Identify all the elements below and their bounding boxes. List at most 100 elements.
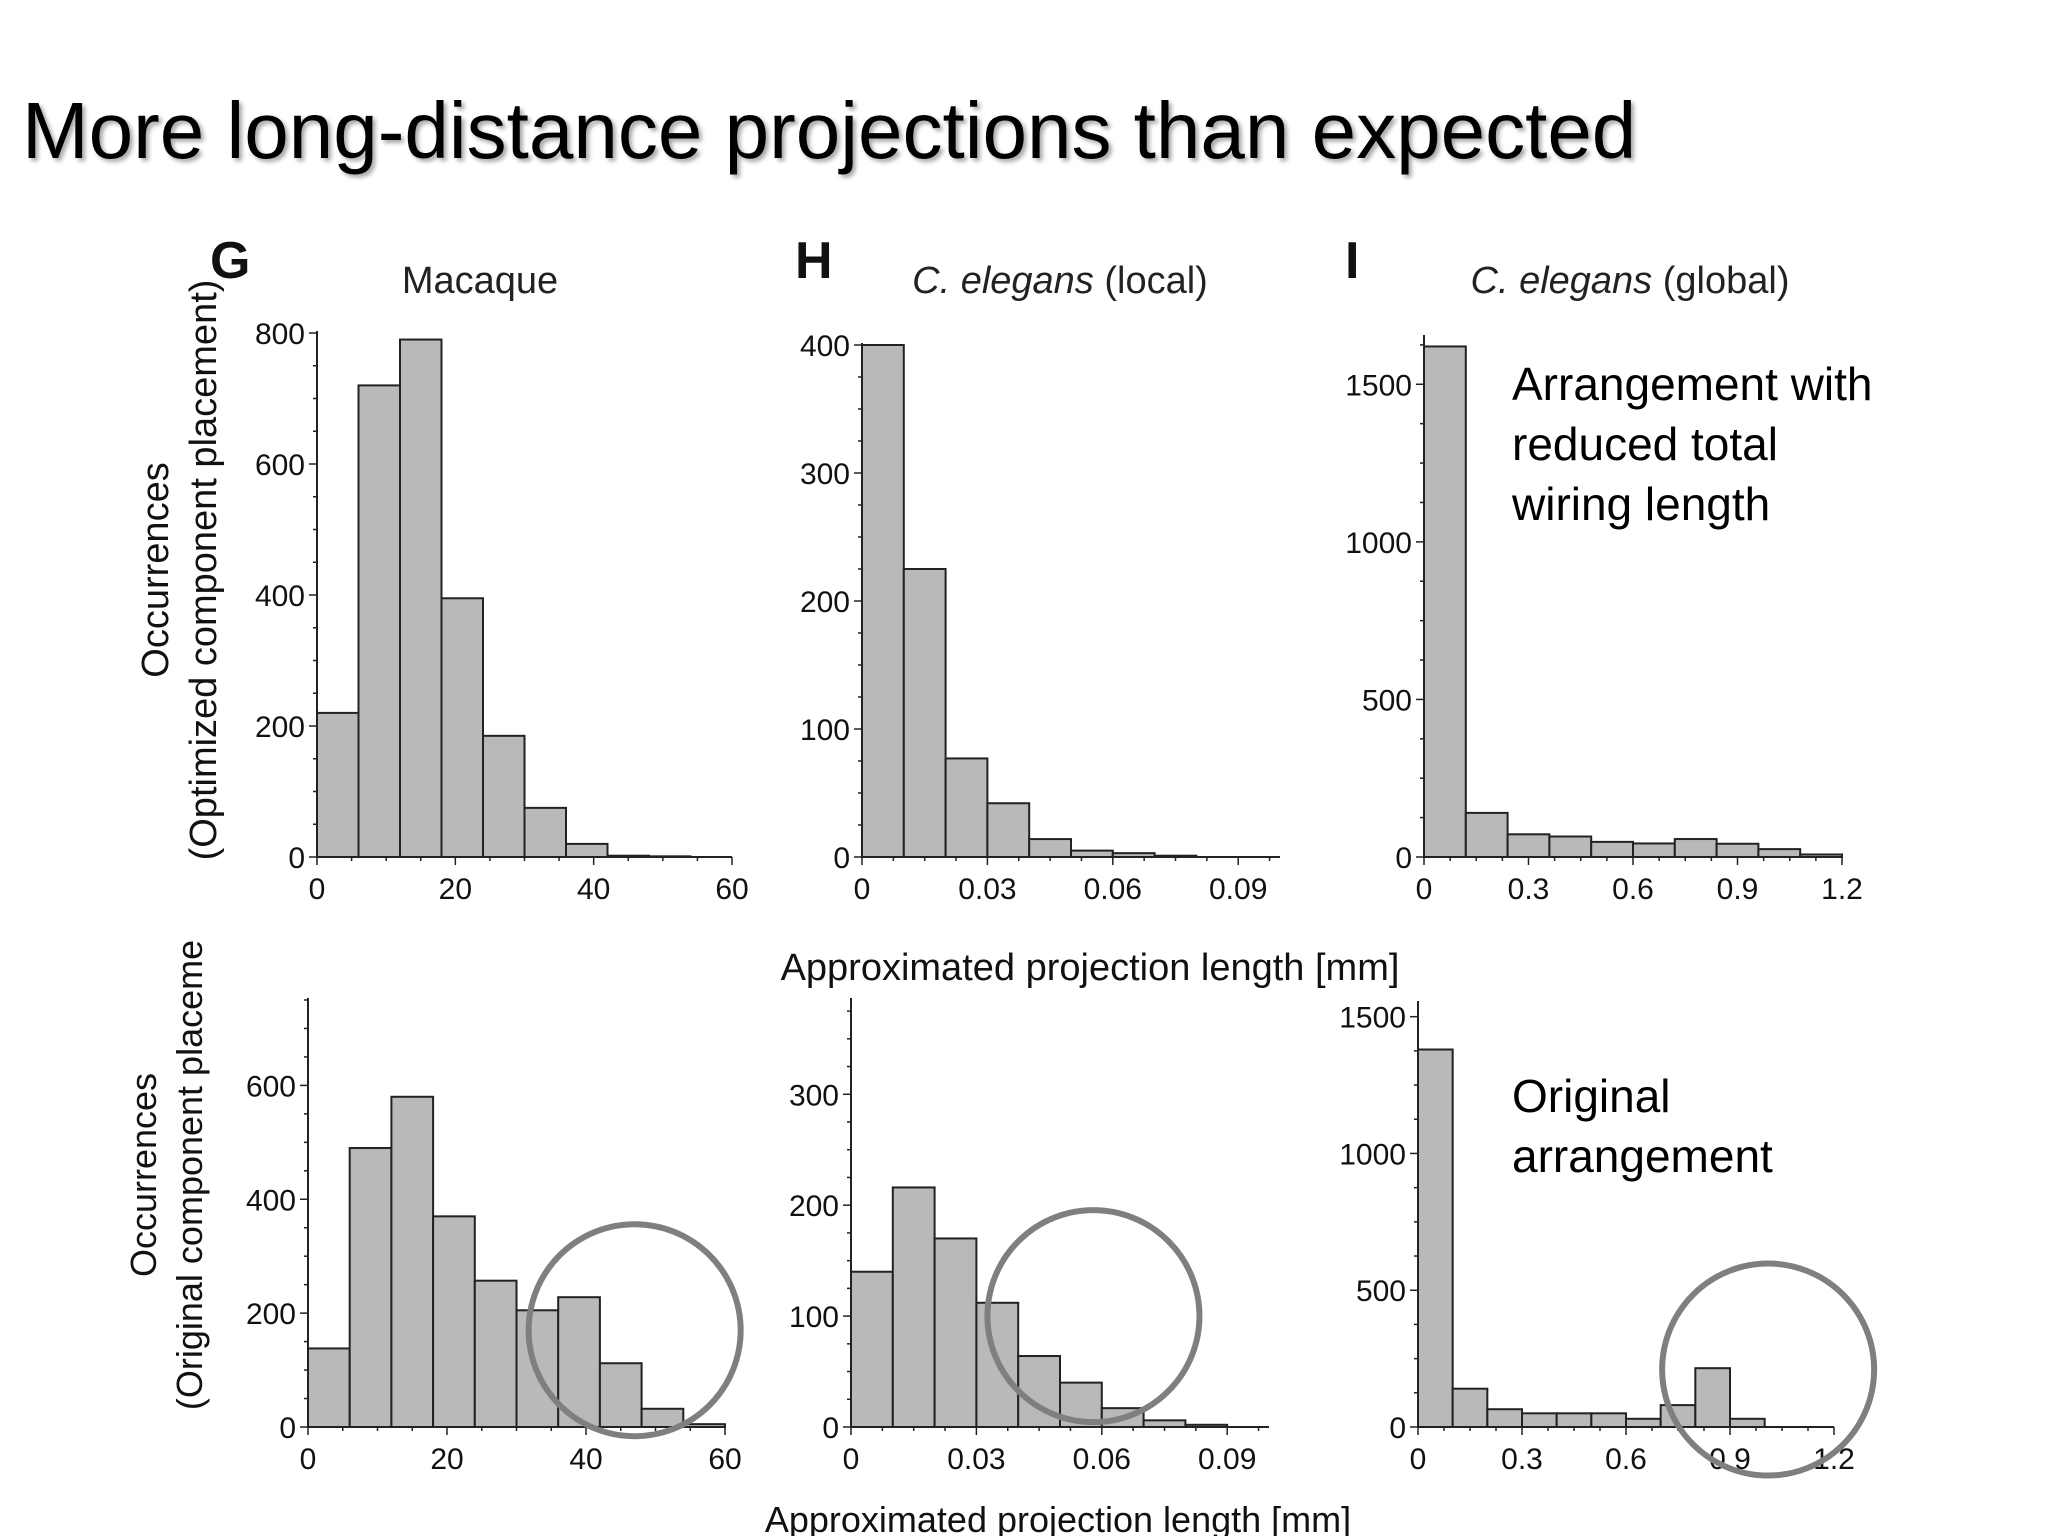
histogram-bar [1548,835,1593,858]
histogram-bar [1673,838,1718,859]
y-tick-label: 300 [789,1079,839,1112]
x-tick-label: 1.2 [1821,873,1863,906]
slide-title: More long-distance projections than expe… [22,86,1636,175]
y-tick-label: 200 [800,586,850,619]
y-tick-label: 600 [255,449,305,482]
histogram-bar [1506,833,1551,858]
row-ylabel-bottom: Occurrences (Original component placeme [123,940,210,1410]
y-tick-label: 200 [789,1190,839,1223]
y-tick-label: 200 [255,711,305,744]
histogram-bar [1555,1412,1593,1429]
highlight-circle [525,1221,744,1440]
caption-top-line3: wiring length [1511,478,1770,530]
y-tick-label: 0 [833,842,850,875]
x-tick-label: 0.09 [1198,1443,1256,1476]
histogram-bar [944,757,989,858]
x-tick-label: 0.3 [1508,873,1550,906]
histogram-bar [861,344,905,858]
histogram-bar [1590,1412,1628,1429]
panel-title: C. elegans (global) [1471,260,1790,302]
panel-title-qualifier: (local) [1094,260,1208,302]
x-tick-label: 0 [300,1443,317,1476]
histogram-bar [316,711,360,859]
panel-letter: G [210,232,250,290]
caption-bottom-line1: Original [1512,1070,1671,1122]
histogram-bar [432,1215,476,1429]
histogram-bar [1694,1367,1732,1429]
y-tick-label: 200 [246,1298,296,1331]
x-tick-label: 0.9 [1717,873,1759,906]
panel-title-qualifier: Macaque [402,260,558,302]
shared-xlabel-bottom: Approximated projection length [mm] [765,1499,1351,1536]
y-tick-label: 1000 [1345,527,1412,560]
panel-title-qualifier: (global) [1652,260,1789,302]
panel-title: Macaque [402,260,558,302]
y-tick-label: 500 [1362,684,1412,717]
histogram-bar [1632,842,1676,859]
y-tick-label: 500 [1356,1275,1406,1308]
histogram-bar [1028,838,1072,859]
panel-title-species: C. elegans [912,260,1094,302]
histogram-bar [390,1095,435,1428]
row-ylabel-bottom-line1: Occurrences [123,1073,164,1277]
panel-letter: I [1345,232,1359,290]
histogram-bar [1757,848,1802,859]
x-tick-label: 0 [309,873,326,906]
y-tick-label: 100 [789,1301,839,1334]
panel-G-top: 0 200 400 600 800 0 20 40 60 G Macaque [210,232,749,906]
histogram-bar [1590,840,1634,859]
histogram-bar [440,597,484,859]
histogram-bar [1729,1417,1766,1429]
x-tick-label: 0 [1410,1443,1427,1476]
x-tick-label: 20 [430,1443,463,1476]
x-tick-label: 0 [1416,873,1433,906]
histogram-bar [891,1186,936,1429]
row-ylabel-bottom-line2: (Original component placeme [169,940,210,1410]
x-tick-label: 0.06 [1084,873,1142,906]
histogram-bar [850,1270,894,1429]
histogram-bar [399,338,443,858]
histogram-bar [348,1147,393,1428]
y-tick-label: 1500 [1339,1002,1406,1035]
histogram-bar [565,842,609,859]
histogram-bar [902,568,947,858]
x-tick-label: 40 [569,1443,602,1476]
histogram-bar [307,1347,351,1429]
x-tick-label: 0.06 [1073,1443,1131,1476]
caption-top: Arrangement with reduced total wiring le… [1511,358,1873,530]
row-ylabel-top: Occurrences (Optimized component placeme… [135,280,225,861]
y-tick-label: 300 [800,458,850,491]
x-tick-label: 0.03 [958,873,1016,906]
histogram-bar [933,1237,978,1429]
histogram-bar [1715,842,1760,858]
shared-xlabel-top: Approximated projection length [mm] [781,947,1400,989]
y-tick-label: 1500 [1345,369,1412,402]
histogram-bar [986,802,1031,858]
histogram-bar [1423,345,1467,858]
y-tick-label: 600 [246,1070,296,1103]
panel-I-top: 0 500 1000 1500 0 0.3 0.6 0.9 1.2 I C. elegans (gl… [1345,232,1863,906]
histogram-bar [1464,811,1509,858]
y-tick-label: 400 [255,580,305,613]
x-tick-label: 0.3 [1501,1443,1543,1476]
caption-bottom-line2: arrangement [1512,1130,1773,1182]
highlight-circle [984,1207,1203,1426]
row-ylabel-top-line1: Occurrences [135,462,177,677]
histogram-bar [1625,1417,1662,1429]
y-tick-label: 800 [255,318,305,351]
histogram-bar [1417,1048,1454,1428]
y-tick-label: 0 [822,1412,839,1445]
histogram-bar [598,1362,643,1428]
y-tick-label: 0 [279,1412,296,1445]
caption-bottom: Original arrangement [1512,1070,1773,1182]
row-ylabel-top-line2: (Optimized component placement) [183,280,225,861]
x-tick-label: 60 [715,873,748,906]
histogram-bar [1521,1412,1558,1429]
y-tick-label: 0 [1395,842,1412,875]
panel-G-bottom: 0 200 400 600 0 20 40 60 [246,998,744,1476]
histogram-bar [473,1279,518,1428]
y-tick-label: 0 [288,842,305,875]
